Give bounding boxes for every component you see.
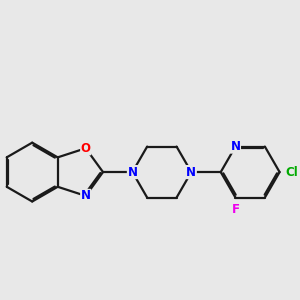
Text: N: N [81, 189, 91, 203]
Text: O: O [81, 142, 91, 155]
Text: F: F [231, 203, 239, 216]
Text: Cl: Cl [285, 166, 298, 178]
Text: N: N [186, 166, 196, 178]
Text: N: N [128, 166, 137, 178]
Text: N: N [230, 140, 240, 153]
